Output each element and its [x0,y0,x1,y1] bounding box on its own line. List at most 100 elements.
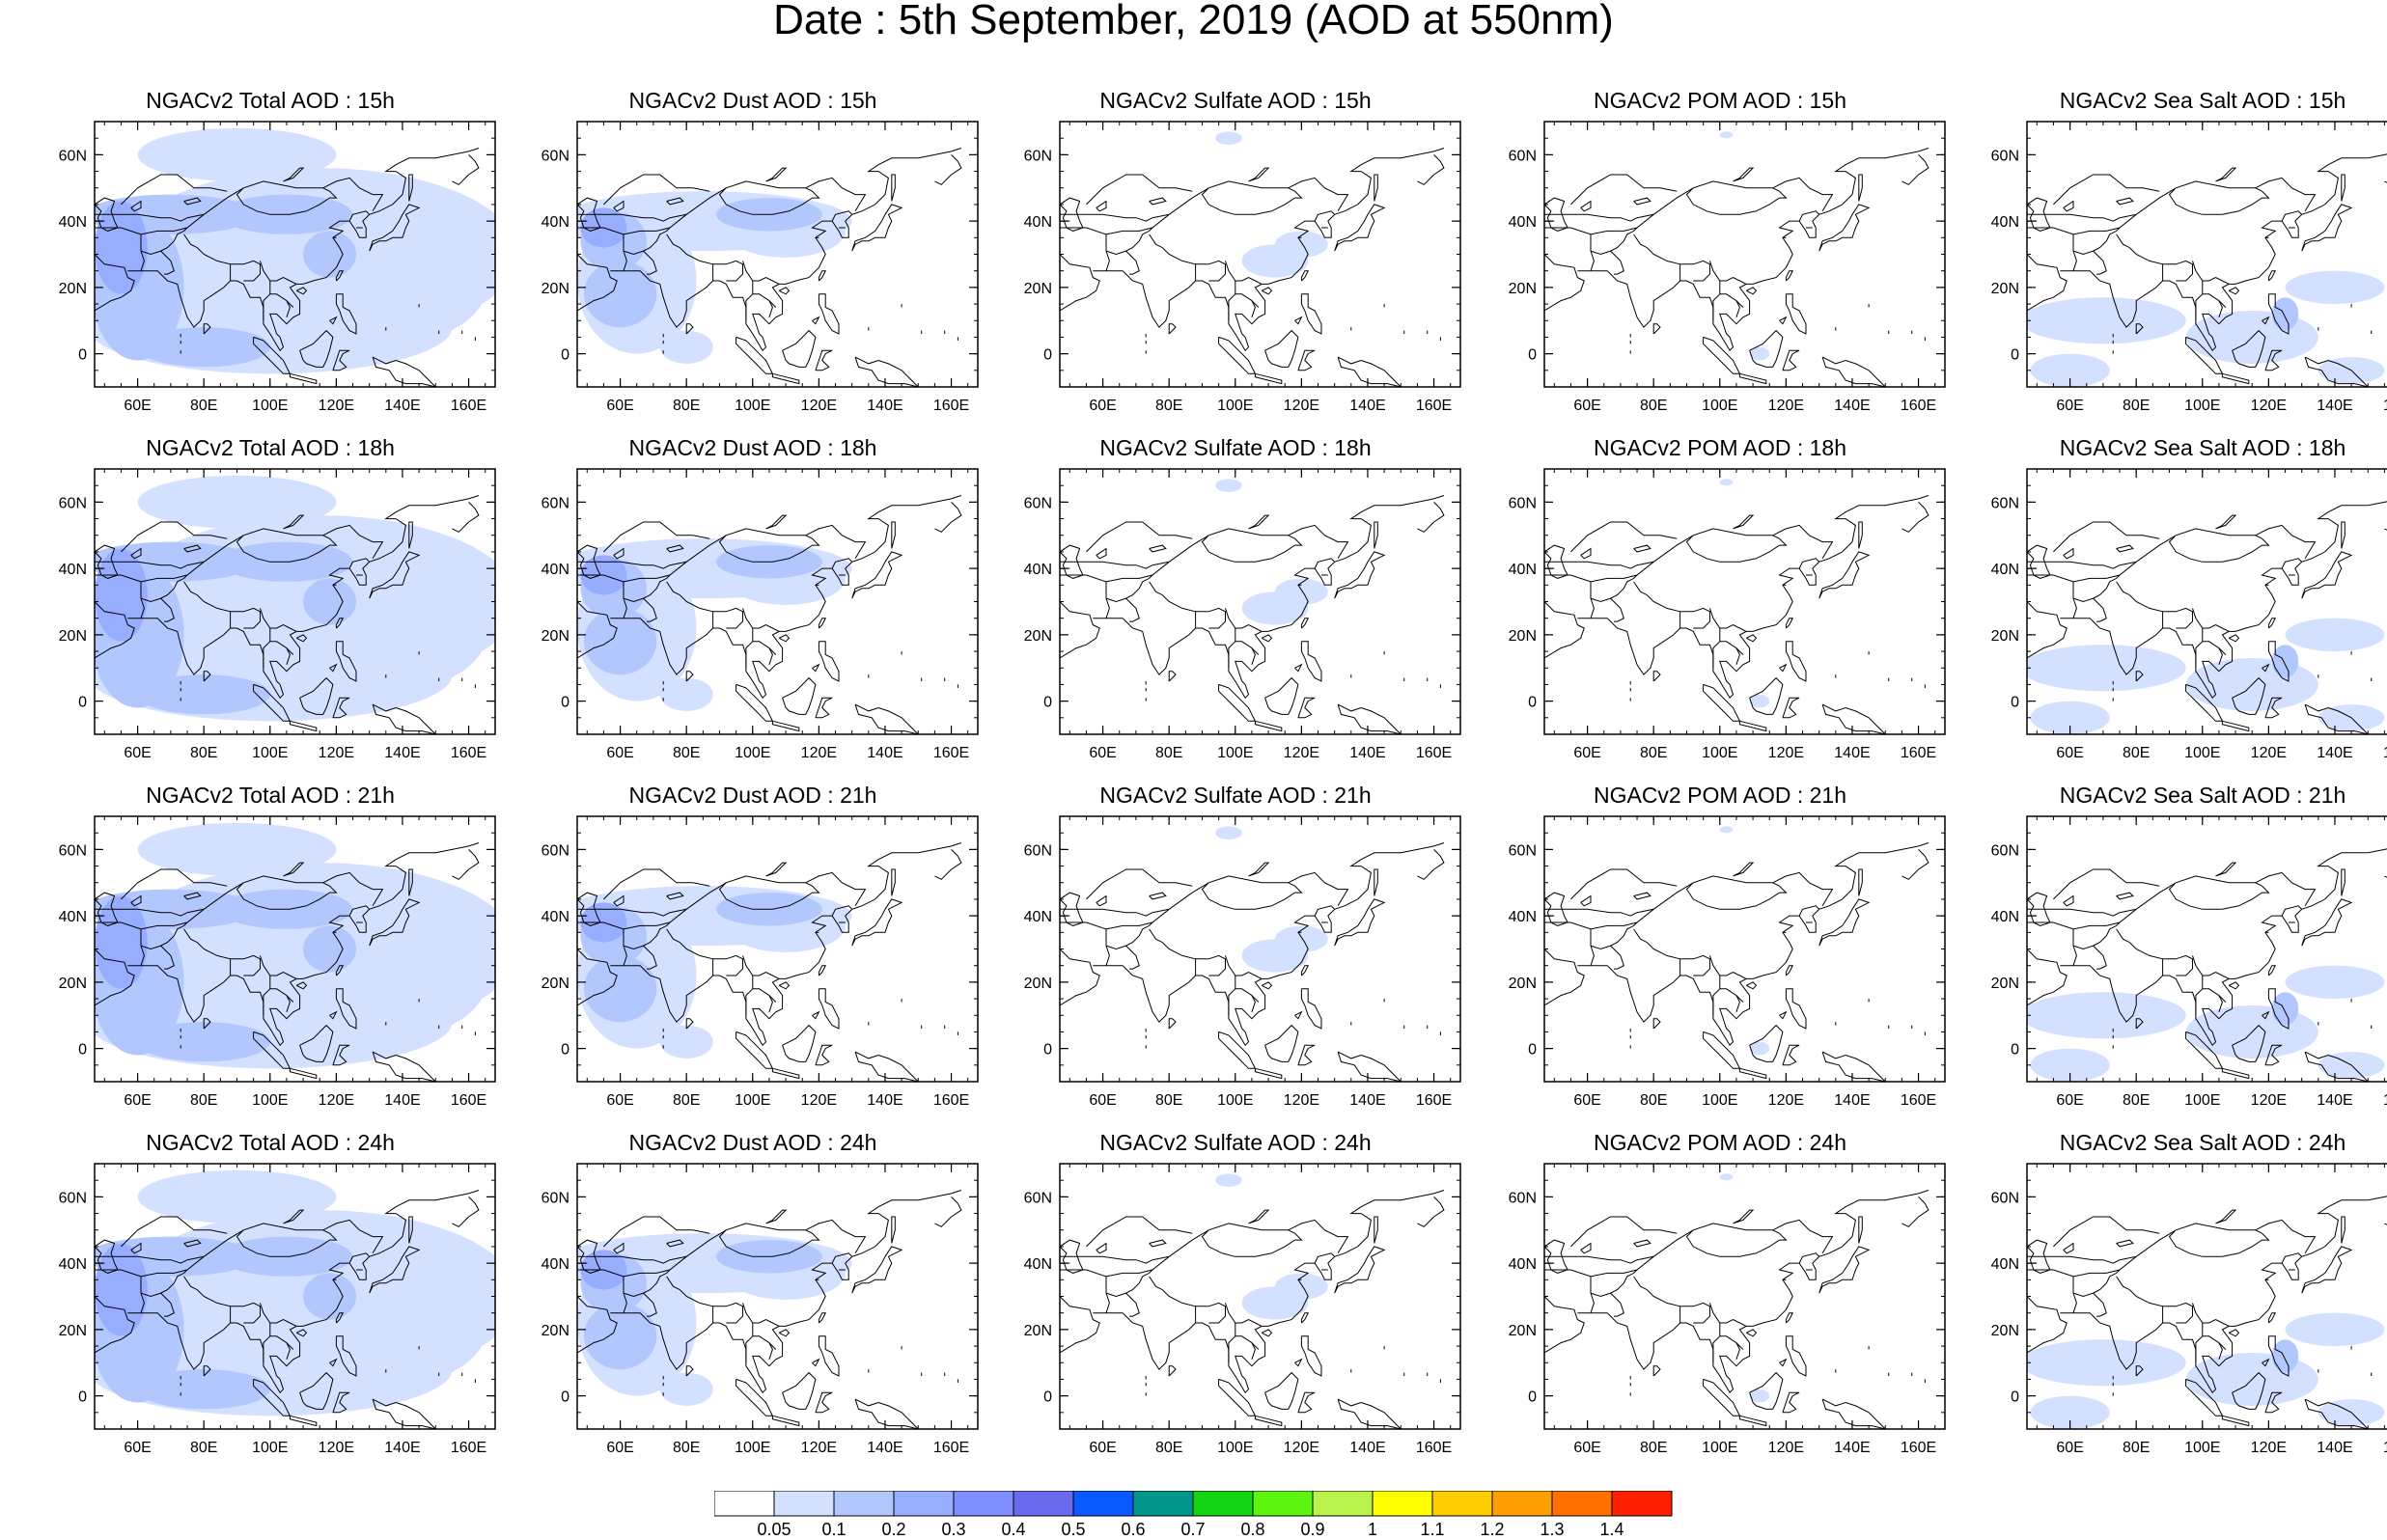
coastline [718,882,820,910]
lon-tick-label: 80E [1640,398,1667,414]
coastline [2341,174,2345,202]
coastline [2060,1196,2387,1394]
coastline [1314,558,1336,569]
lon-tick-label: 100E [1217,745,1253,761]
coastline [2264,1044,2283,1066]
coastline [1570,521,1678,553]
coastline [335,270,345,282]
coastline [2093,1292,2107,1317]
lon-tick-label: 160E [2383,1440,2387,1456]
lon-tick-label: 140E [1349,1440,1385,1456]
coastline [127,148,480,352]
coastline [1590,1269,1638,1298]
lon-tick-label: 140E [2317,1440,2352,1456]
coastline [1225,608,1263,632]
coastlines [1060,495,1445,734]
coastline [2060,848,2387,1047]
coastline [160,597,175,622]
coastline [1735,995,1744,1003]
coastline [1779,1358,1788,1367]
colorbar-swatch [1013,1491,1074,1517]
coastline [369,204,421,252]
coastline [2215,167,2237,182]
panel-title: NGACv2 Sulfate AOD : 21h [1099,783,1372,808]
coastline [2202,1323,2223,1360]
lon-tick-label: 160E [933,1440,969,1456]
lat-tick-label: 20N [541,976,569,992]
coastline [666,544,684,553]
plot-frame [1543,468,1946,735]
aod-region [1215,131,1242,146]
lat-tick-label: 60N [541,148,569,164]
coastline [2195,988,2204,1016]
aod-field [95,475,495,722]
coastline [1544,254,1585,312]
colorbar-label: 1 [1368,1520,1377,1537]
coastline [183,234,261,282]
coastline [2072,928,2077,966]
coastline [1337,703,1402,734]
coastline [1297,1391,1316,1414]
coastline [812,1358,820,1367]
coastline [2027,601,2068,659]
coastline [1610,1292,1624,1317]
coastline [1254,1067,1283,1080]
lat-tick-label: 40N [1991,562,2019,578]
coastline [1060,524,1349,583]
coastline [1105,227,1153,256]
coastline [577,254,618,312]
coastline [1294,663,1303,673]
lat-tick-label: 40N [1509,909,1537,925]
colorbar-label: 0.8 [1240,1520,1264,1537]
coastline [95,1296,135,1354]
coastline [891,1216,896,1244]
coastline [286,300,294,308]
coastline [765,514,788,530]
coastlines [1060,148,1445,387]
coastline [332,697,350,719]
lat-tick-label: 40N [1991,214,2019,231]
coastline [891,868,896,896]
map-panel-pom-21h: NGACv2 POM AOD : 21h 60E 80E 100E 120E 140E 16… [1498,782,1981,1119]
coastline [269,976,291,1012]
coastline [2072,581,2077,619]
coastline [685,1018,694,1030]
lat-tick-label: 40N [59,1256,87,1273]
coastline [2072,1276,2077,1313]
lat-tick-label: 40N [1024,909,1052,925]
coastline [286,995,294,1003]
coastline [203,671,211,682]
coastline [818,618,827,629]
lon-tick-label: 80E [673,1092,700,1109]
colorbar-swatch [714,1491,775,1517]
lon-tick-label: 80E [190,1092,217,1109]
lat-tick-label: 40N [541,1256,569,1273]
coastline [2027,177,2317,235]
coastline [1264,1024,1299,1062]
coastline [2116,234,2193,282]
coastline [851,1246,903,1294]
coastline [1149,1239,1167,1248]
coastline [1086,174,1193,206]
lon-tick-label: 80E [1640,1092,1667,1109]
coastline [2027,908,2137,917]
lon-tick-label: 160E [2383,745,2387,761]
panel-title: NGACv2 Dust AOD : 18h [628,435,877,460]
coastline [253,683,291,722]
coastline [2221,1067,2250,1080]
coastline [1580,547,1592,560]
coastline [2218,647,2227,655]
coastline [613,1242,625,1254]
coastline [1749,1024,1784,1062]
map-panel-dust-18h: NGACv2 Dust AOD : 18h 60E 80E 100E 120E 140E 1… [531,434,1013,772]
coastline [643,1292,657,1317]
aod-region [659,677,713,711]
coastline [742,261,780,285]
map-plot: 60E 80E 100E 120E 140E 160E 60N 40N 20N 0 [1024,815,1461,1109]
coastline [577,949,618,1006]
coastline [183,1239,202,1248]
coastline [1633,892,1651,900]
coastline [183,892,202,900]
coastline [1633,581,1710,629]
lon-tick-label: 120E [1768,745,1804,761]
